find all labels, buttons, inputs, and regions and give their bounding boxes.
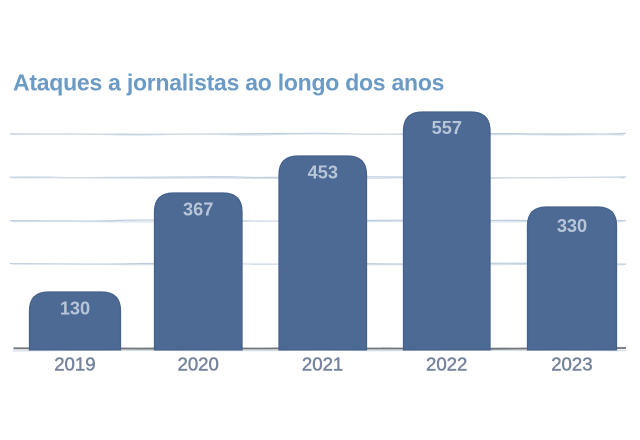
svg-text:2022: 2022 <box>426 354 467 375</box>
svg-text:330: 330 <box>557 216 587 236</box>
svg-text:367: 367 <box>183 199 213 219</box>
svg-text:Ataques a jornalistas ao longo: Ataques a jornalistas ao longo dos anos <box>13 70 444 96</box>
svg-text:453: 453 <box>308 163 338 183</box>
svg-text:130: 130 <box>60 298 90 318</box>
svg-text:2023: 2023 <box>551 354 592 375</box>
svg-text:2021: 2021 <box>302 354 343 375</box>
svg-text:2019: 2019 <box>54 354 95 375</box>
svg-text:2020: 2020 <box>178 354 219 375</box>
svg-text:557: 557 <box>432 118 462 138</box>
